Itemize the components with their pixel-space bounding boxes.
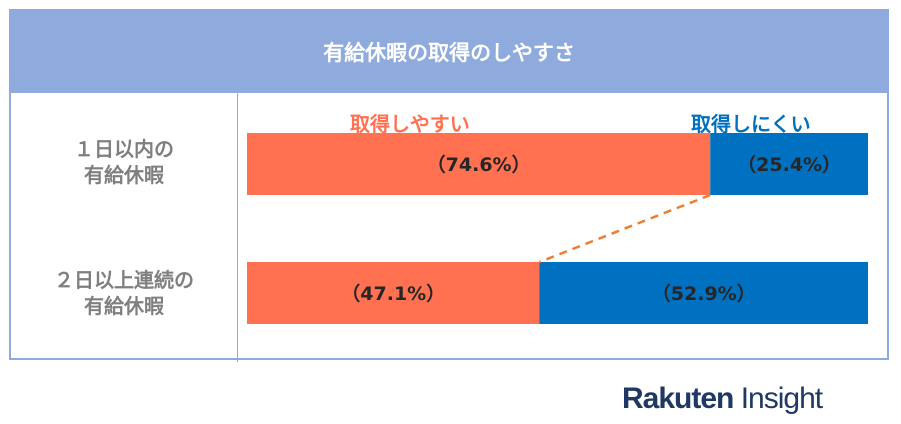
logo-part1: Rakuten [622, 382, 734, 415]
data-label-row2-series2: （52.9%） [652, 282, 756, 305]
data-label-row1-series2: （25.4%） [737, 153, 841, 176]
legend-easy: 取得しやすい [350, 112, 470, 136]
row-label-2-line2: 有給休暇 [84, 294, 164, 318]
logo-part2: Insight [733, 382, 823, 415]
bar-row1-series2 [710, 133, 868, 195]
row-label-1-line2: 有給休暇 [84, 163, 164, 187]
bar-row1-series1 [247, 133, 711, 195]
row-label-1: １日以内の 有給休暇 [11, 136, 237, 188]
rakuten-insight-logo: Rakuten Insight [622, 382, 823, 416]
row-label-2-line1: ２日以上連続の [54, 268, 194, 292]
row-label-1-line1: １日以内の [74, 137, 174, 161]
data-label-row1-series1: （74.6%） [427, 153, 531, 176]
chart-title: 有給休暇の取得のしやすさ [11, 11, 887, 93]
legend-hard: 取得しにくい [691, 112, 811, 136]
data-label-row2-series1: （47.1%） [341, 282, 445, 305]
connector-line [539, 193, 711, 264]
bar-row2-series2 [539, 262, 868, 324]
row-label-2: ２日以上連続の 有給休暇 [11, 267, 237, 319]
column-divider [237, 93, 238, 362]
bar-row2-series1 [247, 262, 540, 324]
